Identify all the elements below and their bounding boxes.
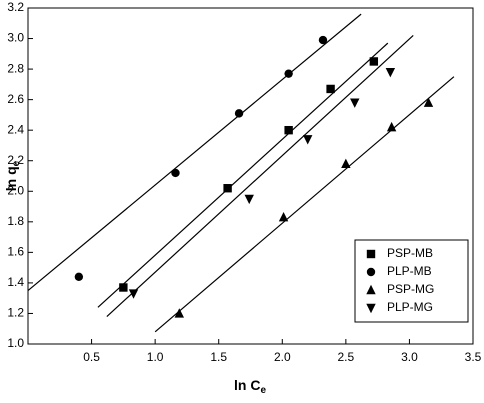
marker (386, 121, 397, 132)
y-tick-label: 1.6 (7, 245, 24, 259)
x-axis-label: ln Ce (234, 377, 266, 396)
y-tick-label: 1.2 (7, 306, 24, 320)
legend-label: PSP-MB (387, 246, 433, 260)
y-tick-label: 1.0 (7, 336, 24, 350)
legend-label: PLP-MG (387, 300, 433, 314)
fit-line (154, 76, 455, 333)
marker (119, 283, 128, 292)
marker (174, 308, 184, 318)
x-tick-label: 2.5 (338, 350, 355, 364)
y-tick-label: 2.8 (7, 61, 24, 75)
marker (303, 135, 313, 145)
y-tick-label: 2.2 (7, 153, 24, 167)
marker (385, 67, 396, 78)
marker (326, 84, 335, 94)
legend-marker (366, 303, 376, 314)
plot-frame (27, 7, 474, 345)
x-tick-label: 3.5 (465, 350, 482, 364)
x-tick-label: 1.5 (210, 350, 227, 364)
marker (284, 125, 293, 135)
marker (369, 57, 379, 66)
legend-marker (366, 284, 376, 295)
y-tick-label: 2.4 (7, 122, 24, 136)
marker (171, 168, 180, 178)
y-label-sub: e (11, 160, 22, 166)
marker (223, 184, 232, 193)
fit-line (97, 42, 389, 308)
y-tick-label: 2.6 (7, 92, 24, 106)
x-label-main: ln C (234, 377, 260, 393)
legend-label: PLP-MB (387, 264, 432, 278)
legend-marker (366, 267, 376, 277)
fit-line (106, 35, 414, 317)
marker (423, 97, 434, 107)
marker (234, 109, 244, 118)
y-tick-label: 1.4 (7, 275, 24, 289)
marker (350, 98, 360, 108)
marker (74, 272, 84, 281)
y-tick-label: 3.0 (7, 31, 24, 45)
marker (278, 212, 289, 222)
marker (318, 35, 328, 45)
y-axis-label: ln qe (3, 160, 22, 191)
x-tick-label: 2.0 (274, 350, 291, 364)
marker (341, 158, 351, 168)
x-tick-label: 3.0 (401, 350, 418, 364)
legend-marker (366, 249, 376, 259)
x-tick-label: 0.5 (83, 350, 100, 364)
x-tick-label: 1.0 (147, 350, 164, 364)
marker (284, 69, 293, 78)
y-tick-label: 1.8 (7, 214, 24, 228)
y-label-main: ln q (3, 166, 19, 191)
fit-line (27, 13, 362, 292)
x-label-sub: e (260, 385, 266, 396)
legend-label: PSP-MG (387, 282, 434, 296)
marker (128, 289, 139, 299)
marker (244, 194, 254, 205)
y-tick-label: 3.2 (7, 0, 24, 14)
y-tick-label: 2.0 (7, 183, 24, 197)
